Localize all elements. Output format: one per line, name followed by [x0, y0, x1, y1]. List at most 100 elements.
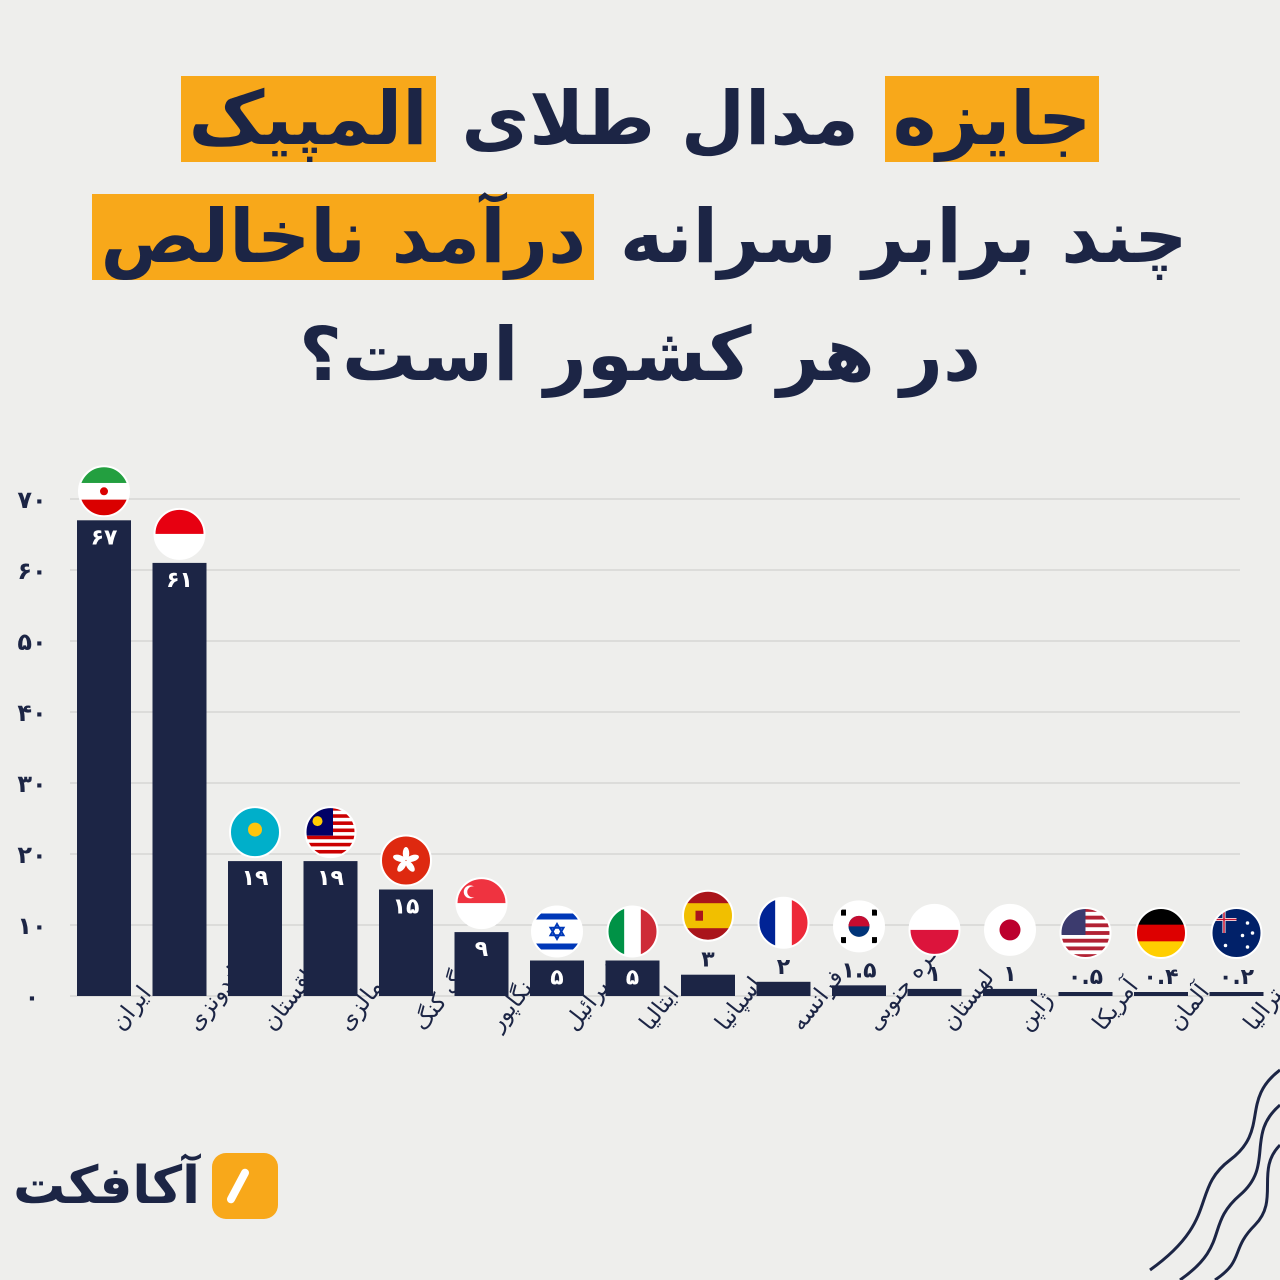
flag-stripe	[624, 906, 642, 957]
data-label: ۱.۵	[841, 958, 876, 983]
flag-stripe	[1060, 938, 1111, 944]
flag-stripe	[305, 839, 356, 844]
flag-ring	[380, 834, 432, 887]
flag-petal	[393, 854, 406, 863]
flag-group	[455, 877, 508, 930]
flag-star	[548, 922, 566, 937]
flag-stripe	[1060, 950, 1111, 955]
flag-star	[1223, 943, 1228, 948]
flag-ring	[833, 900, 885, 953]
y-tick-label: ۳۰	[17, 770, 46, 798]
flag-group	[1059, 907, 1112, 959]
flag-stripe	[758, 897, 776, 948]
flag-crescent-cut	[467, 886, 479, 898]
flag-group	[380, 834, 432, 887]
flag-star	[1245, 945, 1250, 949]
flag-trigram	[841, 909, 846, 916]
data-label: ۰.۵	[1068, 965, 1103, 990]
flag-petal	[406, 854, 419, 863]
data-label: ۳	[701, 948, 715, 973]
flag-trigram	[872, 937, 877, 944]
data-label: ۰.۴	[1143, 965, 1178, 990]
bar	[907, 988, 962, 996]
flag-stripe	[1060, 942, 1111, 947]
flag-ring	[757, 896, 810, 949]
flag-ring	[606, 905, 659, 958]
title-line-3: در هر کشور است؟	[299, 312, 981, 398]
flag-group	[682, 889, 734, 942]
data-label: ۶۱	[166, 568, 193, 593]
kazakhstan-flag-icon	[230, 807, 280, 858]
title-highlight-olympic: المپیک	[180, 76, 436, 162]
flag-stripe	[154, 533, 205, 559]
flag-star	[1240, 933, 1245, 938]
flag-ring	[455, 877, 508, 930]
title-highlight-gdp: درآمد ناخالص	[92, 194, 595, 280]
wave-line	[1179, 1103, 1280, 1280]
bar	[530, 960, 584, 996]
flag-ring	[531, 905, 583, 958]
data-label: ۱۹	[317, 866, 344, 891]
flag-petal	[397, 860, 407, 872]
flag-group	[304, 806, 357, 859]
bar	[756, 981, 811, 996]
title-text-medal: مدال طلای	[435, 76, 885, 162]
bar	[303, 861, 358, 996]
flag-stripe	[683, 903, 733, 929]
flag-emblem	[100, 487, 108, 496]
flag-ring	[1059, 907, 1112, 959]
y-tick-label: ۰	[25, 983, 40, 1011]
bar	[1134, 992, 1188, 996]
flag-sun	[999, 919, 1021, 941]
flag-petal	[405, 860, 415, 872]
flag-group	[908, 903, 961, 956]
flag-star	[1245, 921, 1250, 925]
flag-star	[548, 926, 566, 941]
flag-stripe	[532, 913, 582, 920]
flag-stripe	[1060, 954, 1111, 958]
flag-stripe	[305, 842, 356, 847]
israel-flag-icon	[532, 906, 582, 957]
bar	[1058, 992, 1113, 996]
brand-logo: آکافکت	[13, 1148, 278, 1224]
y-tick-label: ۶۰	[17, 557, 46, 585]
flag-group	[833, 900, 885, 953]
data-label: ۹	[475, 937, 488, 962]
bar	[605, 960, 660, 996]
bar-chart: ۰۱۰۲۰۳۰۴۰۵۰۶۰۷۰۶۷ایران۶۱اندونزی۱۹قزاقستا…	[17, 465, 1280, 1036]
flag-ring	[153, 507, 206, 560]
flag-sun	[248, 822, 262, 837]
flag-stripe	[305, 835, 356, 840]
title-line-2: چند برابر سرانه درآمد ناخالص	[0, 178, 1280, 296]
flag-group	[78, 465, 130, 518]
flag-stripe	[909, 904, 960, 931]
flag-ring	[229, 806, 281, 859]
bar	[379, 889, 433, 996]
y-tick-label: ۲۰	[17, 841, 46, 869]
flag-stripe	[154, 508, 205, 535]
flag-group	[1210, 907, 1263, 959]
flag-stripe	[381, 835, 431, 886]
data-label: ۵	[626, 966, 639, 991]
flag-ring	[304, 806, 357, 859]
data-label: ۱۵	[393, 895, 420, 920]
flag-stripe	[1136, 908, 1186, 926]
flag-trigram	[841, 937, 846, 944]
australia-flag-icon	[1211, 908, 1262, 958]
title-text-times: چند برابر سرانه	[594, 194, 1188, 280]
flag-stripe	[79, 466, 129, 484]
usa-flag-icon	[1060, 908, 1111, 958]
flag-ring	[1135, 907, 1187, 959]
flag-group	[531, 905, 583, 958]
flag-stripe	[1136, 924, 1186, 942]
flag-petal	[402, 847, 410, 860]
bar	[983, 988, 1037, 996]
flag-star	[1250, 931, 1255, 935]
flag-group	[1135, 907, 1187, 959]
y-tick-label: ۵۰	[17, 628, 46, 656]
decorative-waves	[1149, 1068, 1280, 1280]
wave-line	[1149, 1068, 1280, 1272]
flag-stripe	[1060, 934, 1111, 940]
data-label: ۰.۲	[1219, 965, 1255, 990]
flag-stripe	[305, 853, 356, 858]
